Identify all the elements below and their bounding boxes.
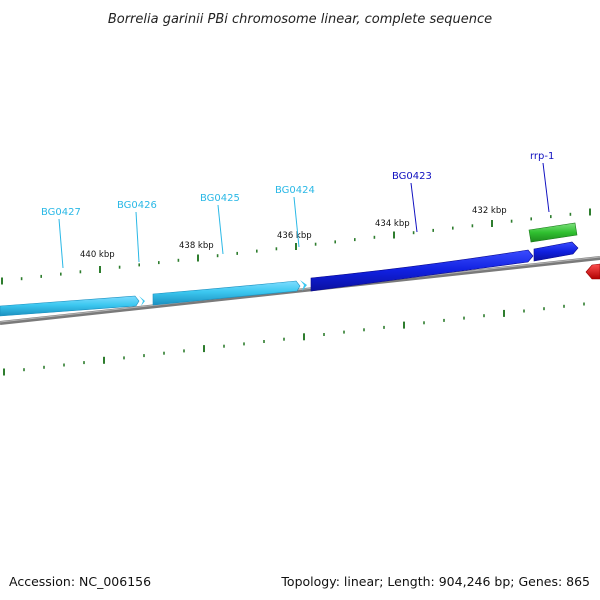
gene-label-rrp-1[interactable]: rrp-1 — [530, 151, 554, 162]
gene-label-bg0427[interactable]: BG0427 — [41, 207, 81, 218]
tick-row-upper — [1, 208, 591, 285]
callout-line-bg0425 — [217, 204, 224, 255]
callout-line-rrp-1 — [542, 162, 550, 213]
gene-arrow-bg0423[interactable] — [310, 249, 534, 292]
callout-line-bg0424 — [293, 196, 300, 248]
gene-label-bg0425[interactable]: BG0425 — [200, 193, 240, 204]
scale-label-438: 438 kbp — [179, 241, 214, 251]
gene-label-bg0423[interactable]: BG0423 — [392, 171, 432, 182]
rrna-rrp-1[interactable] — [528, 222, 578, 243]
chromosome-backbone-highlight — [0, 256, 600, 323]
scale-label-434: 434 kbp — [375, 219, 410, 229]
gene-arrow-bg0426[interactable] — [139, 296, 145, 306]
chromosome-backbone — [0, 256, 600, 325]
tick-row-lower — [3, 302, 585, 376]
genome-summary-text: Topology: linear; Length: 904,246 bp; Ge… — [280, 574, 590, 589]
callout-line-bg0426 — [135, 211, 140, 263]
scale-label-440: 440 kbp — [80, 250, 115, 260]
scale-label-432: 432 kbp — [472, 206, 507, 216]
callout-line-bg0427 — [58, 218, 64, 269]
gene-label-bg0426[interactable]: BG0426 — [117, 200, 157, 211]
map-title: Borrelia garinii PBi chromosome linear, … — [108, 12, 492, 27]
gene-arrow-bg0427[interactable] — [0, 295, 140, 317]
gene-arrow-adjacent[interactable] — [533, 241, 579, 262]
accession-text: Accession: NC_006156 — [9, 574, 151, 589]
scale-label-436: 436 kbp — [277, 231, 312, 241]
gene-arrow-bg0425[interactable] — [152, 280, 301, 306]
trna-feature[interactable] — [585, 263, 600, 280]
gene-label-bg0424[interactable]: BG0424 — [275, 185, 315, 196]
gene-arrow-bg0424[interactable] — [300, 280, 307, 291]
callout-line-bg0423 — [410, 182, 418, 233]
